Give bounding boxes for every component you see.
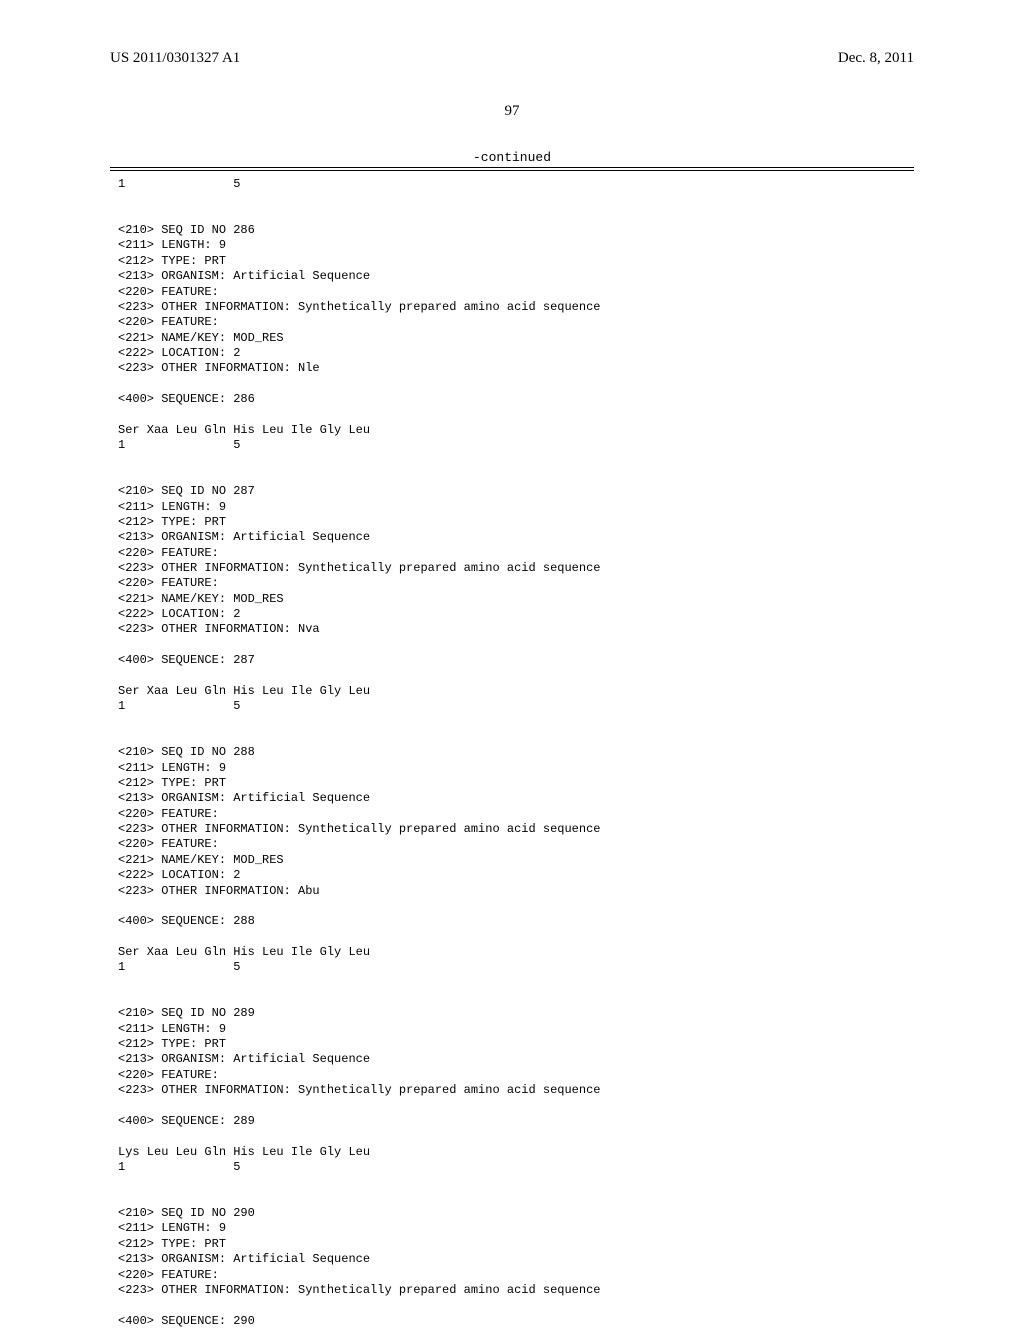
publication-date: Dec. 8, 2011 [838,50,914,67]
sequence-listing-text: 1 5 <210> SEQ ID NO 286 <211> LENGTH: 9 … [118,177,914,1329]
continued-label: -continued [110,150,914,165]
publication-number: US 2011/0301327 A1 [110,50,240,67]
rule-top [110,167,914,168]
patent-page: US 2011/0301327 A1 Dec. 8, 2011 97 -cont… [0,0,1024,1320]
sequence-listing-area: 1 5 <210> SEQ ID NO 286 <211> LENGTH: 9 … [110,170,914,1329]
page-header: US 2011/0301327 A1 Dec. 8, 2011 [110,50,914,67]
page-number: 97 [110,103,914,120]
